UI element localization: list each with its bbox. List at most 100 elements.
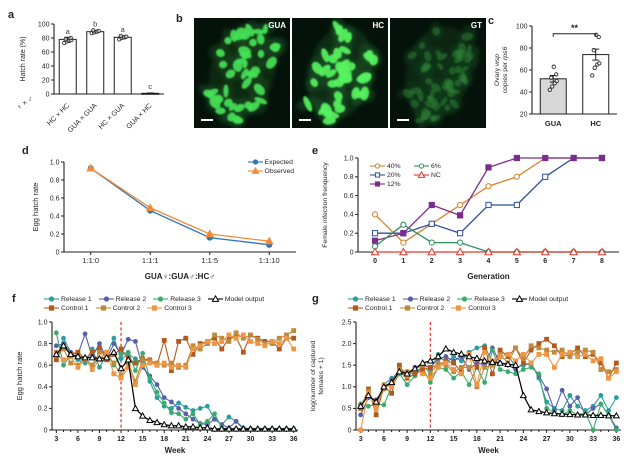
svg-text:b: b — [93, 19, 97, 28]
svg-text:0.6: 0.6 — [38, 363, 48, 370]
panel-c: c Ovary wsp copies per rps6 20 40 60 80 100 G… — [488, 8, 631, 144]
panel-d-legend: Expected Observed — [247, 158, 294, 175]
svg-text:1:1:10: 1:1:10 — [259, 256, 280, 265]
svg-text:18: 18 — [160, 436, 168, 443]
panel-b-letter: b — [176, 13, 183, 25]
svg-text:0.2: 0.2 — [344, 231, 354, 238]
panel-b: b GUA HC GT — [176, 10, 488, 136]
svg-text:60: 60 — [520, 67, 528, 74]
svg-text:3: 3 — [359, 436, 363, 443]
svg-text:3: 3 — [458, 258, 462, 265]
svg-text:a: a — [121, 25, 126, 34]
svg-text:6: 6 — [76, 436, 80, 443]
legend-item-release-2: Release 2 — [402, 295, 450, 303]
panel-g-x-axis-label: Week — [478, 446, 499, 455]
svg-text:0: 0 — [348, 427, 352, 434]
svg-text:0: 0 — [350, 249, 354, 256]
svg-text:18: 18 — [473, 436, 481, 443]
svg-text:a: a — [66, 27, 71, 36]
legend-item-control-1: Control 1 — [348, 304, 393, 312]
svg-text:GUA: GUA — [545, 119, 562, 128]
panel-d-x-axis-label: GUA♀:GUA♂:HC♂ — [144, 272, 216, 281]
scale-bar — [201, 119, 213, 121]
infection-frequency-line-chart: 0 0.2 0.4 0.6 0.8 1.0 0 1 2 3 4 5 6 7 8 — [344, 154, 619, 265]
svg-text:24: 24 — [203, 436, 211, 443]
legend-item-control-3: Control 3 — [451, 304, 496, 312]
svg-text:36: 36 — [612, 436, 620, 443]
micrograph-row: GUA HC GT — [194, 18, 486, 128]
svg-text:2.5: 2.5 — [342, 319, 352, 326]
legend-item-20-: 20% — [370, 171, 410, 179]
svg-text:3: 3 — [54, 436, 58, 443]
svg-text:15: 15 — [450, 436, 458, 443]
panel-a-y-axis-label: Hatch rate (%) — [20, 36, 27, 82]
svg-text:0.2: 0.2 — [38, 406, 48, 413]
svg-text:0: 0 — [46, 91, 50, 98]
svg-text:1:1:0: 1:1:0 — [82, 256, 99, 265]
svg-text:9: 9 — [98, 436, 102, 443]
panel-g-legend: Release 1 Release 2 Release 3 Model output C… — [348, 295, 575, 312]
svg-text:40: 40 — [520, 89, 528, 96]
panel-d-y-axis-label: Egg hatch rate — [31, 182, 40, 232]
svg-text:0.6: 0.6 — [344, 193, 354, 200]
egg-hatch-rate-weekly-line-chart: 00.20.40.60.81.03 6 9 12 15 18 21 24 27 30 33 36 — [38, 319, 298, 443]
svg-text:5: 5 — [515, 258, 519, 265]
panel-g-letter: g — [312, 293, 319, 305]
svg-text:27: 27 — [225, 436, 233, 443]
panel-e-legend: 40% 6% 20% NC 12% — [370, 162, 458, 188]
svg-text:1.0: 1.0 — [344, 155, 354, 162]
svg-text:2.0: 2.0 — [342, 341, 352, 348]
svg-text:30: 30 — [566, 436, 574, 443]
svg-text:6: 6 — [382, 436, 386, 443]
legend-item-control-1: Control 1 — [44, 304, 89, 312]
legend-item-control-2: Control 2 — [95, 304, 140, 312]
svg-text:80: 80 — [520, 45, 528, 52]
svg-text:20: 20 — [520, 111, 528, 118]
panel-g: g log(number of captured females + 1) 0 0… — [308, 294, 631, 468]
svg-text:40: 40 — [42, 63, 50, 70]
legend-item-release-2: Release 2 — [98, 295, 146, 303]
svg-text:0.5: 0.5 — [342, 406, 352, 413]
micrograph-gua-tag: GUA — [268, 21, 286, 30]
svg-text:27: 27 — [543, 436, 551, 443]
svg-text:100: 100 — [38, 21, 50, 28]
svg-text:0.8: 0.8 — [344, 174, 354, 181]
svg-text:100: 100 — [516, 23, 528, 30]
svg-text:20: 20 — [42, 77, 50, 84]
captured-females-line-chart: 00.51.01.52.02.53 6 9 12 15 18 21 24 27 30 33 36 — [342, 319, 621, 443]
panel-a: a Hatch rate (%) 0 20 40 60 80 100 a HC × HC b GU… — [6, 8, 174, 144]
panel-f-x-axis-label: Week — [164, 446, 186, 455]
svg-text:9: 9 — [405, 436, 409, 443]
svg-text:HC × GUA: HC × GUA — [98, 102, 127, 131]
legend-item-nc: NC — [414, 171, 454, 179]
legend-item-40-: 40% — [370, 162, 410, 170]
scale-bar — [299, 119, 311, 121]
svg-text:0.4: 0.4 — [50, 213, 60, 220]
svg-text:1: 1 — [401, 258, 405, 265]
panel-d: d Egg hatch rate 0 0.2 0.4 0.6 0.8 1.0 1:1:0 1:… — [8, 146, 308, 294]
svg-text:12: 12 — [117, 436, 125, 443]
micrograph-hc-tag: HC — [372, 21, 384, 30]
micrograph-gt-tag: GT — [470, 21, 482, 30]
micrograph-gt-image — [390, 18, 486, 128]
panel-e-y-axis-label: Female infection frenquency — [322, 162, 329, 248]
legend-item-6-: 6% — [414, 162, 454, 170]
hatch-rate-bar-chart: 0 20 40 60 80 100 a HC × HC b GUA × GUA a HC × GUA c… — [38, 19, 164, 134]
svg-text:12: 12 — [426, 436, 434, 443]
svg-text:30: 30 — [247, 436, 255, 443]
svg-text:0: 0 — [56, 249, 60, 256]
ovary-wsp-bar-chart: 20 40 60 80 100 GUA HC ** — [516, 23, 617, 128]
svg-text:HC × HC: HC × HC — [46, 102, 71, 127]
legend-item-release-3: Release 3 — [153, 295, 201, 303]
significance-bracket — [552, 33, 597, 37]
svg-text:1.0: 1.0 — [50, 159, 60, 166]
scale-bar — [397, 119, 409, 121]
micrograph-gua-image — [194, 18, 290, 128]
svg-text:0.8: 0.8 — [50, 177, 60, 184]
legend-item-model-output: Model output — [511, 295, 568, 303]
svg-text:0.2: 0.2 — [50, 231, 60, 238]
svg-text:1.5: 1.5 — [342, 363, 352, 370]
svg-text:1:1:1: 1:1:1 — [142, 256, 159, 265]
panel-f-y-axis-label: Egg hatch rate — [15, 351, 24, 401]
panel-d-letter: d — [22, 145, 29, 157]
